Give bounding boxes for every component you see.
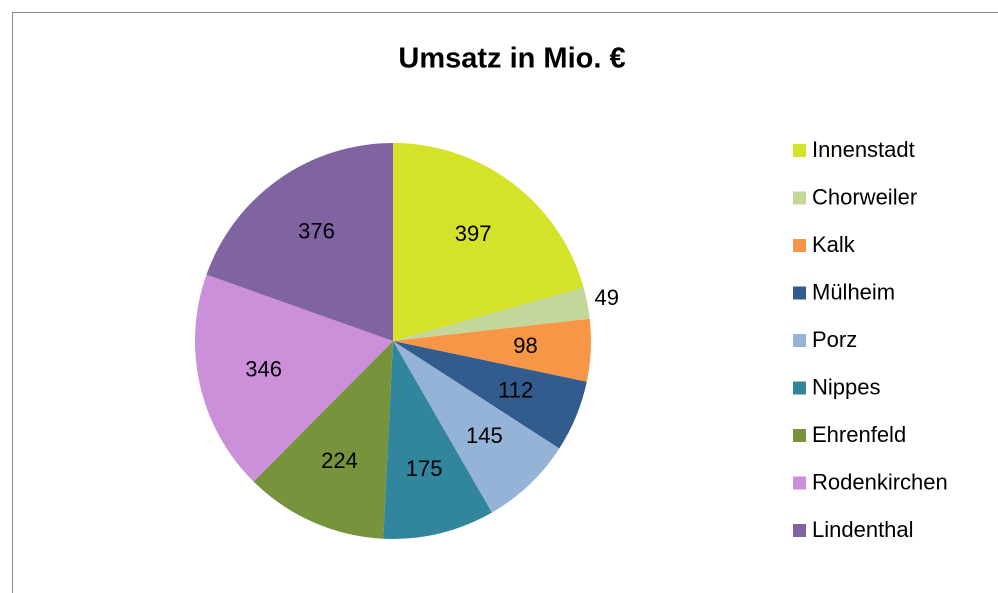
legend-swatch (793, 286, 806, 300)
data-label: 49 (595, 285, 619, 310)
pie-slice (194, 274, 393, 482)
legend-label: Ehrenfeld (812, 422, 906, 447)
legend-swatch (793, 239, 806, 252)
data-label: 224 (321, 448, 358, 473)
legend-swatch (793, 429, 806, 442)
legend-label: Lindenthal (812, 517, 914, 542)
legend-label: Chorweiler (812, 184, 917, 209)
legend-swatch (793, 334, 806, 347)
data-label: 346 (245, 356, 282, 381)
pie-slice (253, 341, 393, 539)
legend-label: Mülheim (812, 279, 895, 304)
legend-label: Porz (812, 327, 857, 352)
legend-swatch (793, 476, 806, 490)
pie-slice (393, 341, 587, 449)
data-label: 376 (298, 218, 335, 243)
pie-slice (383, 341, 492, 539)
legend-label: Nippes (812, 374, 880, 399)
pie-slice (393, 341, 560, 513)
pie-slice (206, 143, 393, 341)
pie-slice (393, 143, 584, 341)
data-label: 145 (466, 423, 503, 448)
legend-label: Innenstadt (812, 137, 915, 162)
pie-slice (393, 318, 591, 382)
chart-title: Umsatz in Mio. € (398, 43, 625, 75)
data-label: 112 (498, 377, 533, 402)
data-label: 98 (513, 333, 537, 358)
legend-swatch (793, 524, 806, 537)
legend-label: Rodenkirchen (812, 469, 948, 494)
pie-slice (393, 287, 590, 341)
legend-swatch (793, 144, 806, 157)
data-label: 175 (406, 456, 443, 481)
legend-swatch (793, 191, 806, 205)
legend-swatch (793, 381, 806, 395)
data-label: 397 (455, 221, 492, 246)
legend-label: Kalk (812, 232, 856, 257)
